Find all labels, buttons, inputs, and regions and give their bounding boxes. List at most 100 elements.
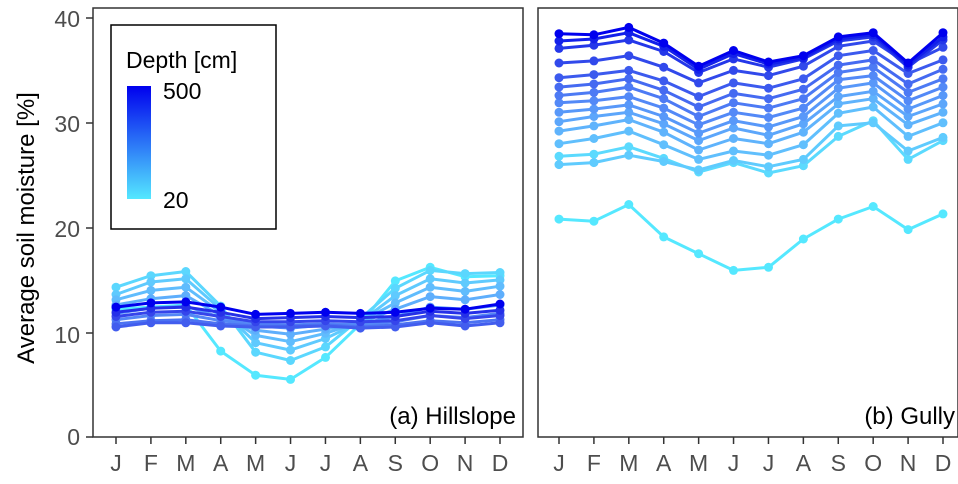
panel-b-data-point [903,96,913,106]
panel-b-data-point [729,123,738,133]
panel-a-frame [92,7,524,438]
panel-b-data-point [659,157,669,166]
panel-b-data-point [589,158,599,168]
panel-b-data-point [554,126,564,136]
panel-b-data-point [624,92,634,102]
y-axis-label: Average soil moisture [%] [13,92,40,364]
panel-b-data-point [694,249,704,259]
panel-b-data-point [938,42,948,52]
panel-b-data-point [764,130,773,140]
panel-b-data-point [798,127,808,137]
panel-b-series-line [558,31,944,71]
panel-b-data-point [903,79,913,89]
panel-b-data-point [589,70,599,80]
panel-a-data-point [390,298,400,308]
panel-b-data-point [694,145,704,155]
panel-a-data-point [251,309,261,319]
panel-a-data-point [425,292,435,302]
panel-a-data-point [286,337,295,347]
panel-b-data-point [694,92,704,102]
panel-a-data-point [495,299,505,309]
x-tick-label: O [864,450,882,476]
panel-a-series-line [115,305,501,321]
panel-b-series-line [558,105,944,161]
panel-b-data-point [624,100,634,110]
panel-b-series-line [558,74,944,127]
panel-b-data-point [729,78,738,88]
panel-b-data-point [729,265,738,275]
panel-b-data-point [798,74,808,84]
x-tick-label: J [110,450,122,476]
x-tick-label: J [728,450,740,476]
x-tick-label: N [457,450,474,476]
panel-b-data-point [938,118,948,128]
x-tick-label: D [492,450,509,476]
x-tick-label: S [831,450,846,476]
legend-colorbar [127,86,151,199]
panel-b-data-point [798,154,808,164]
panel-b-data-point [589,56,599,66]
panel-b-data-point [903,225,913,235]
y-tick-label: 40 [54,6,80,32]
panel-a-series-line [115,284,501,344]
panel-b-data-point [764,162,773,172]
panel-a-data-point [286,374,295,384]
panel-a-data-point [495,318,505,328]
panel-a-data-point [321,342,330,352]
panel-b-data-point [903,154,913,164]
panel-b-data-point [764,122,773,132]
x-tick-label: F [144,450,158,476]
panel-b-data-point [903,112,913,121]
panel-b-data-point [554,58,564,68]
panel-b-data-point [624,150,634,160]
panel-b-data-point [868,55,878,65]
panel-b-series-line [558,49,944,99]
panel-b-data-point [798,234,808,244]
panel-b-data-point [694,102,704,112]
panel-b-data-point [659,119,669,129]
panel-b-data-point [868,71,878,81]
panel-b-data-point [554,43,564,53]
y-tick-label: 20 [54,216,80,242]
x-tick-label: J [285,450,297,476]
panel-b-data-point [903,58,913,68]
panel-b-data-point [938,64,948,74]
panel-b-data-point [798,161,808,171]
panel-a-data-point [146,277,156,287]
panel-b-data-point [554,117,564,127]
panel-b-data-point [589,87,599,97]
panel-b-data-point [764,113,773,122]
panel-a-data-point [355,308,365,318]
panel-a-data-point [495,275,505,285]
panel-a-data-point [460,278,470,288]
legend-max-label: 500 [163,78,201,104]
panel-b-data-point [764,262,773,272]
panel-b-data-point [589,134,599,143]
panel-b-data-point [764,139,773,149]
panel-b-data-point [624,107,634,117]
panel-a-data-point [495,281,505,291]
panel-b-data-point [659,103,669,113]
panel-b-data-point [729,88,738,98]
panel-b-data-point [798,119,808,129]
panel-b-data-point [798,51,808,61]
panel-a-data-point [181,318,191,328]
x-tick-label: J [320,450,332,476]
panel-b-data-point [659,38,669,48]
panel-b-data-point [833,51,843,61]
panel-a-data-point [425,282,435,292]
panel-a-data-point [181,274,191,284]
panel-b-data-point [589,30,599,40]
legend-min-label: 20 [163,187,189,213]
y-tick-label: 10 [54,322,80,348]
panel-b-data-point [938,107,948,117]
panel-a-data-point [495,305,505,315]
panel-b-data-point [938,82,948,92]
panel-b-series-line [558,81,944,135]
panel-b-data-point [589,216,599,226]
panel-a-data-point [390,276,400,286]
panel-b-data-point [554,214,564,224]
panel-a-series-line [115,300,501,316]
legend: Depth [cm] 500 20 [110,24,277,230]
